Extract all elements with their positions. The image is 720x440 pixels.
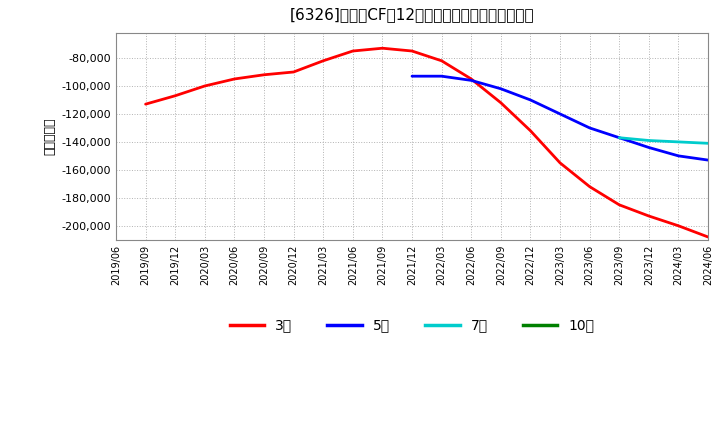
Title: [6326]　投賄CFの12か月移動合計の平均値の推移: [6326] 投賄CFの12か月移動合計の平均値の推移 [289,7,534,22]
Legend: 3年, 5年, 7年, 10年: 3年, 5年, 7年, 10年 [224,313,600,338]
Y-axis label: （百万円）: （百万円） [43,117,56,155]
